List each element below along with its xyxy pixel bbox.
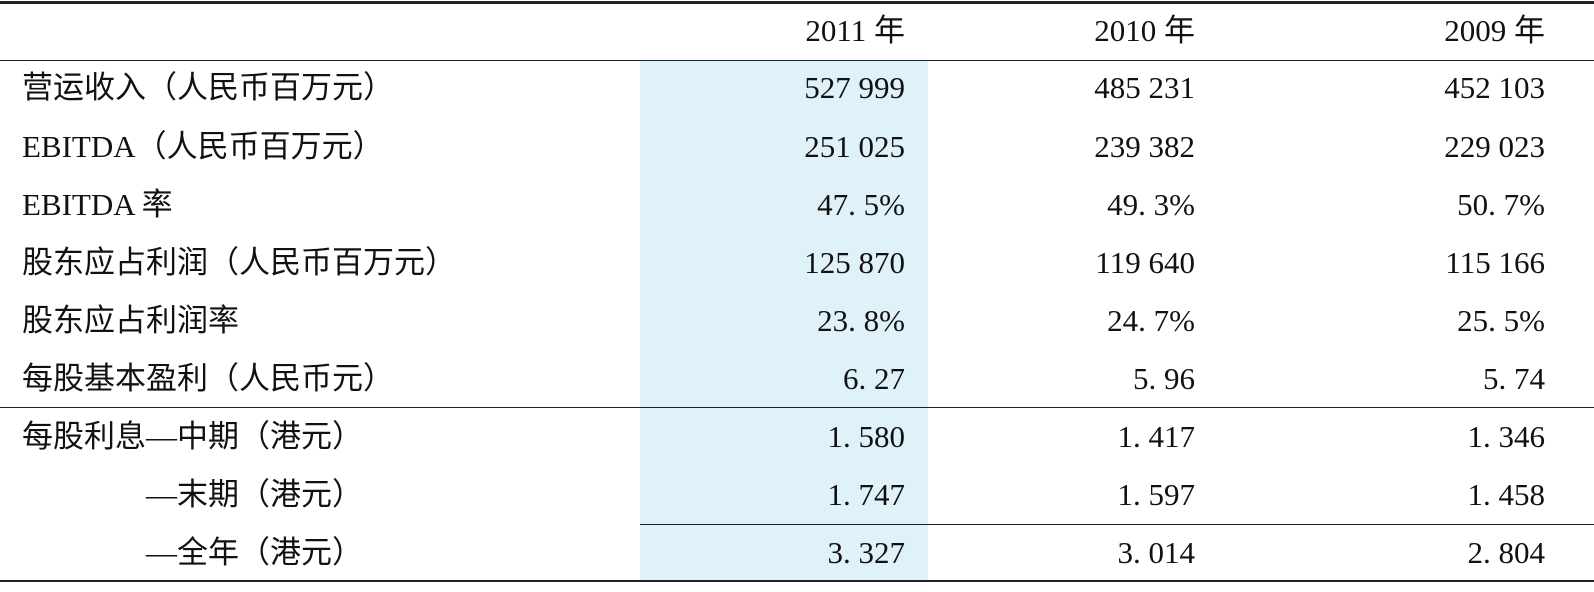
row-label: EBITDA 率 [22,187,173,222]
cell-value: 2. 804 [1467,535,1546,570]
row-label: 营运收入（人民币百万元） [22,70,394,105]
cell-value: 239 382 [1094,129,1195,164]
cell-value: 47. 5% [817,187,905,222]
row-label: —末期（港元） [146,477,363,512]
column-header: 2010 年 [1094,13,1195,48]
top-rule [0,1,1594,4]
cell-value: 50. 7% [1457,187,1545,222]
row-label: EBITDA（人民币百万元） [22,129,384,164]
cell-value: 527 999 [804,70,905,105]
cell-value: 3. 327 [827,535,906,570]
cell-value: 251 025 [804,129,905,164]
cell-value: 229 023 [1444,129,1545,164]
cell-value: 485 231 [1094,70,1195,105]
cell-value: 125 870 [804,245,905,280]
cell-value: 452 103 [1444,70,1545,105]
highlight-column [640,61,928,580]
column-header: 2011 年 [805,13,905,48]
cell-value: 23. 8% [817,303,905,338]
cell-value: 115 166 [1445,245,1545,280]
header-rule [0,60,1594,61]
cell-value: 24. 7% [1107,303,1195,338]
cell-value: 5. 96 [1133,361,1195,396]
cell-value: 25. 5% [1457,303,1545,338]
cell-value: 1. 458 [1467,477,1546,512]
subtotal-rule [640,524,1594,525]
cell-value: 1. 747 [827,477,906,512]
row-label: —全年（港元） [146,535,363,570]
cell-value: 49. 3% [1107,187,1195,222]
cell-value: 3. 014 [1117,535,1196,570]
cell-value: 1. 580 [827,419,906,454]
row-label: 每股利息—中期（港元） [22,419,363,454]
row-label: 每股基本盈利（人民币元） [22,361,394,396]
cell-value: 5. 74 [1483,361,1545,396]
cell-value: 1. 346 [1467,419,1546,454]
bottom-rule [0,580,1594,582]
row-label: 股东应占利润率 [22,303,239,338]
column-header: 2009 年 [1444,13,1545,48]
cell-value: 1. 417 [1117,419,1196,454]
section-rule [0,407,1594,408]
cell-value: 119 640 [1095,245,1195,280]
row-label: 股东应占利润（人民币百万元） [22,245,456,280]
cell-value: 1. 597 [1117,477,1196,512]
cell-value: 6. 27 [843,361,905,396]
